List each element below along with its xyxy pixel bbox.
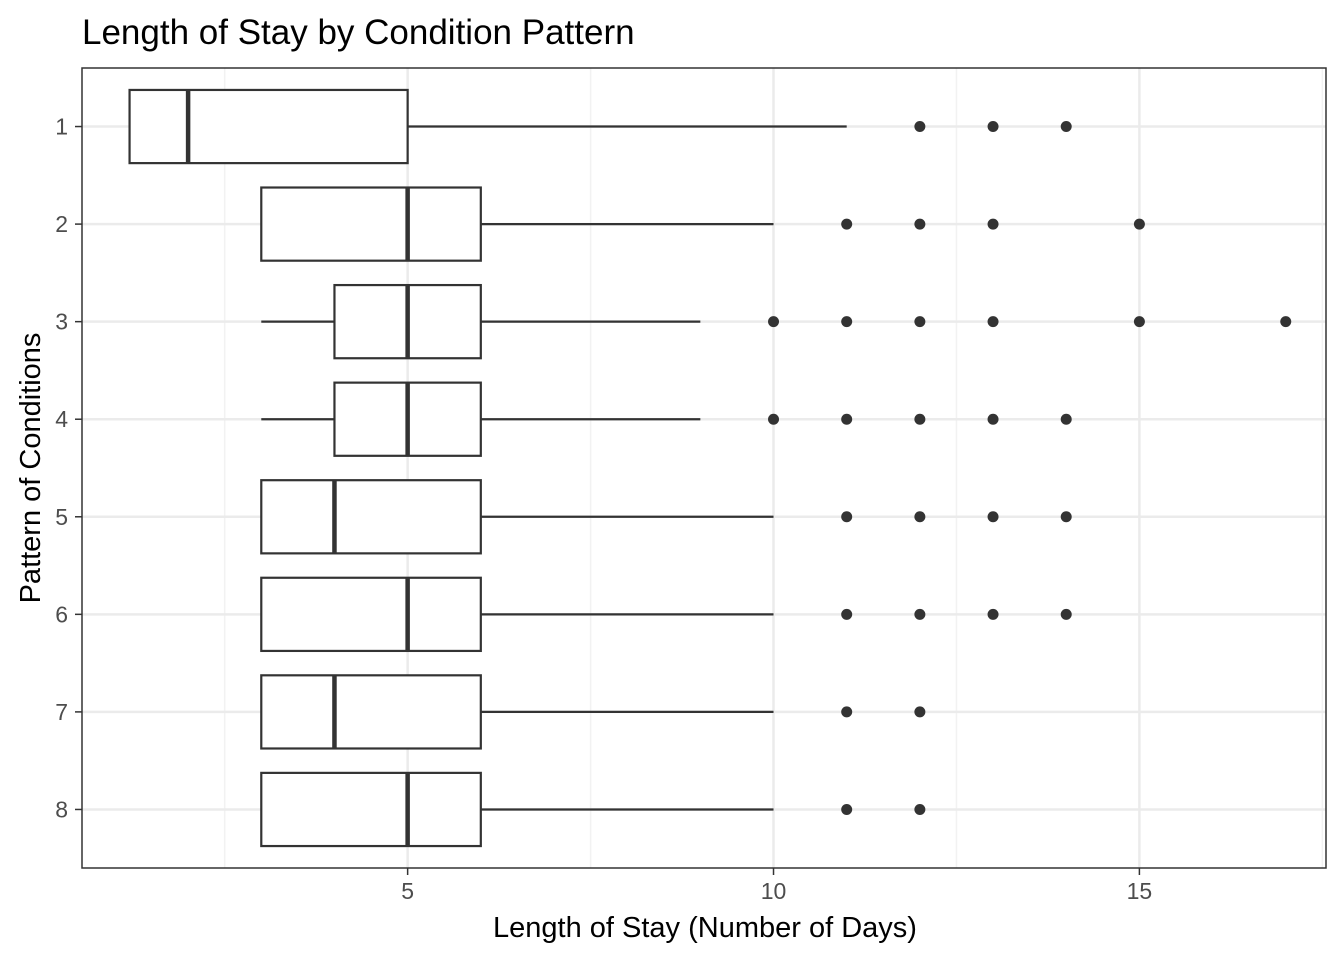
boxplot-series xyxy=(128,88,1292,848)
y-tick-label: 5 xyxy=(55,504,68,530)
outlier-point xyxy=(841,803,853,815)
outlier-point xyxy=(987,121,999,133)
iqr-box xyxy=(260,186,482,262)
outlier-point xyxy=(841,511,853,523)
panel-frame xyxy=(81,67,1327,869)
box-category-3 xyxy=(261,283,1292,360)
outlier-point xyxy=(914,803,926,815)
iqr-box xyxy=(260,674,482,750)
outlier-point xyxy=(914,218,926,230)
outlier-point xyxy=(914,413,926,425)
outlier-point xyxy=(1133,218,1145,230)
x-tick-label: 15 xyxy=(1127,878,1153,904)
iqr-box xyxy=(128,88,409,165)
outlier-point xyxy=(768,316,780,328)
box-category-4 xyxy=(261,381,1072,457)
outlier-point xyxy=(1060,121,1072,133)
x-tick-label: 5 xyxy=(401,878,414,904)
y-axis-ticks: 1 2 3 4 5 6 7 8 xyxy=(55,114,82,822)
outlier-point xyxy=(841,413,853,425)
y-tick-label: 7 xyxy=(55,699,68,725)
y-axis-label: Pattern of Conditions xyxy=(15,333,47,604)
outlier-point xyxy=(1280,316,1292,328)
outlier-point xyxy=(768,413,780,425)
outlier-point xyxy=(914,316,926,328)
y-tick-label: 6 xyxy=(55,601,68,627)
y-tick-label: 1 xyxy=(55,114,68,140)
outlier-point xyxy=(1060,511,1072,523)
x-tick-label: 10 xyxy=(761,878,787,904)
outlier-point xyxy=(1133,316,1145,328)
y-tick-label: 3 xyxy=(55,309,68,335)
box-category-6 xyxy=(260,576,1072,653)
box-category-8 xyxy=(260,771,926,848)
outlier-point xyxy=(1060,608,1072,620)
minor-gridlines xyxy=(223,68,1324,868)
box-category-5 xyxy=(260,479,1072,555)
outlier-point xyxy=(841,608,853,620)
outlier-point xyxy=(914,706,926,718)
chart-title: Length of Stay by Condition Pattern xyxy=(82,13,635,52)
box-category-7 xyxy=(260,674,926,750)
outlier-point xyxy=(987,608,999,620)
outlier-point xyxy=(987,316,999,328)
outlier-point xyxy=(987,511,999,523)
outlier-point xyxy=(841,218,853,230)
iqr-box xyxy=(260,576,482,653)
outlier-point xyxy=(841,706,853,718)
box-category-1 xyxy=(128,88,1072,165)
outlier-point xyxy=(914,608,926,620)
outlier-point xyxy=(914,121,926,133)
iqr-box xyxy=(260,771,482,848)
outlier-point xyxy=(987,218,999,230)
outlier-point xyxy=(914,511,926,523)
panel-border xyxy=(81,67,1327,869)
outlier-point xyxy=(841,316,853,328)
iqr-box xyxy=(260,479,482,555)
x-axis-ticks: 5 10 15 xyxy=(401,868,1152,904)
x-axis-label: Length of Stay (Number of Days) xyxy=(493,912,917,944)
outlier-point xyxy=(987,413,999,425)
box-category-2 xyxy=(260,186,1145,262)
y-tick-label: 8 xyxy=(55,796,68,822)
y-tick-label: 2 xyxy=(55,211,68,237)
outlier-point xyxy=(1060,413,1072,425)
y-tick-label: 4 xyxy=(55,406,68,432)
